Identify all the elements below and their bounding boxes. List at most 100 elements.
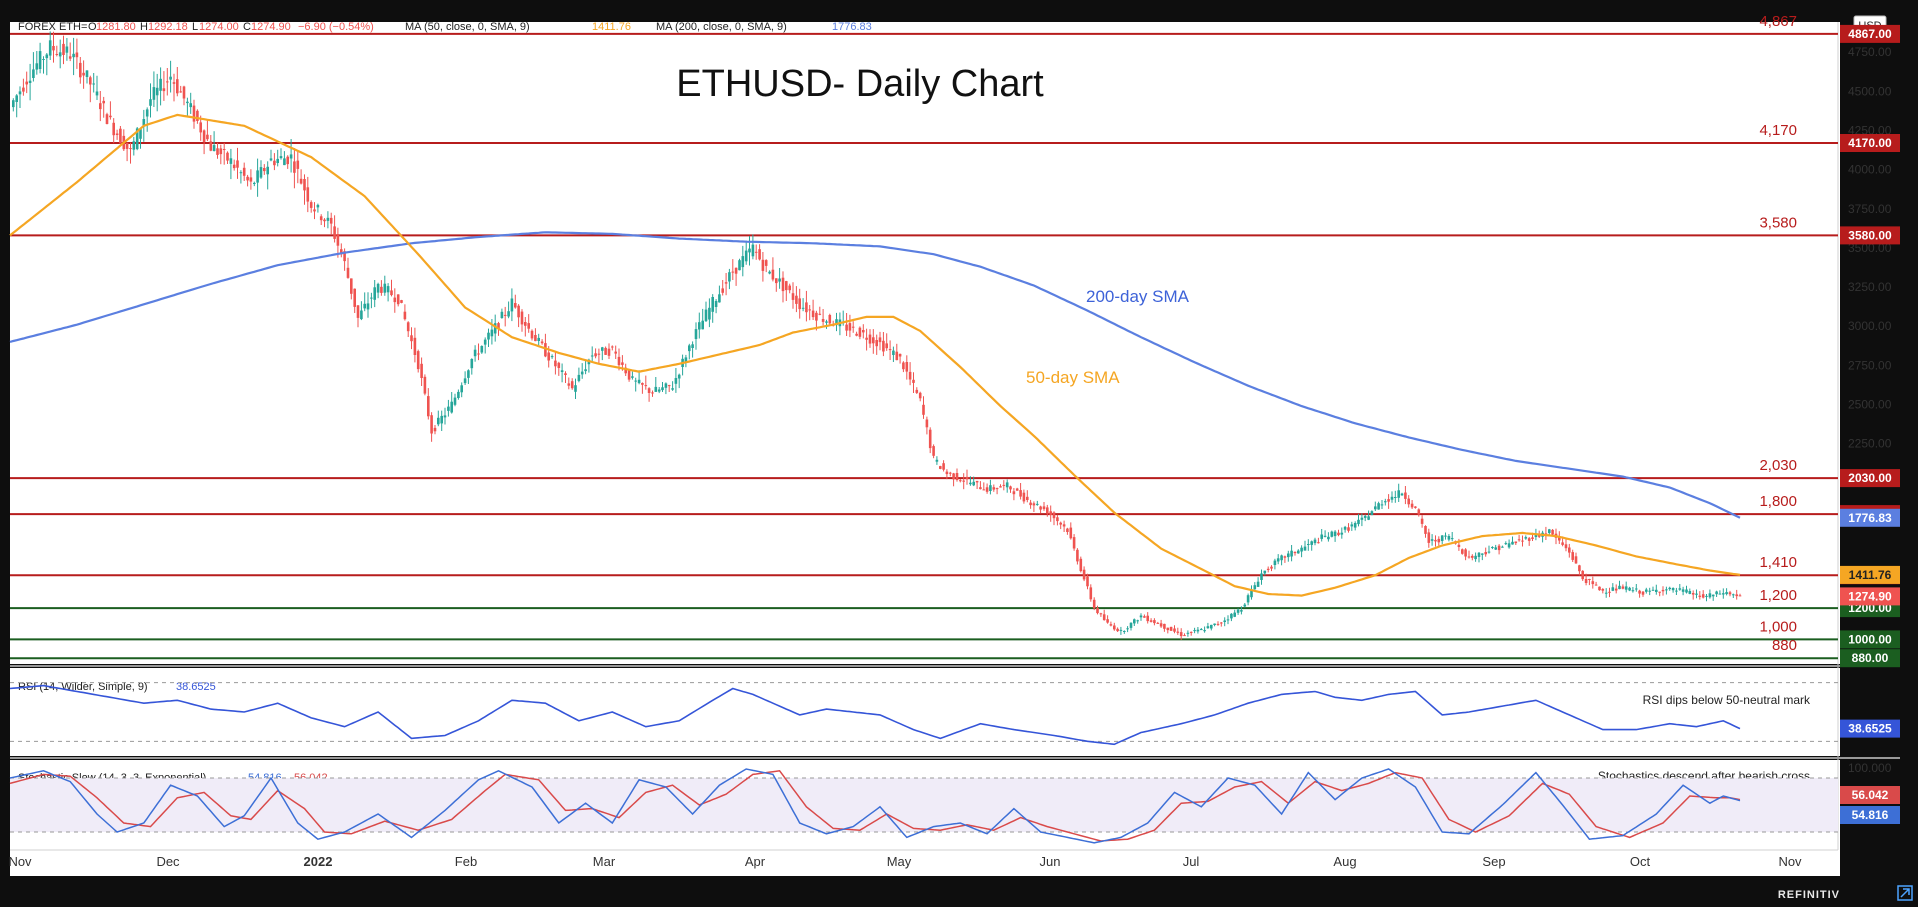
- candle: [1136, 619, 1139, 624]
- ma200-value: 1776.83: [832, 21, 872, 33]
- candle: [1079, 556, 1083, 573]
- candle: [1628, 586, 1631, 592]
- stoch-d-line: [9, 769, 1741, 842]
- candle: [821, 309, 825, 326]
- value-tag-ma200: 1776.83: [1840, 508, 1900, 527]
- candle: [55, 45, 59, 57]
- candle: [514, 294, 517, 309]
- candle: [925, 416, 929, 435]
- candle: [1297, 549, 1300, 554]
- candle: [808, 305, 811, 321]
- candle: [724, 273, 728, 296]
- price-tick-label: 3750.00: [1848, 202, 1892, 216]
- candle: [1276, 554, 1280, 565]
- candle: [661, 382, 664, 392]
- candle: [1738, 593, 1742, 597]
- candle: [885, 333, 888, 351]
- candle: [18, 86, 22, 108]
- high-label: H: [140, 21, 148, 33]
- candle: [785, 280, 788, 301]
- candle: [604, 346, 607, 355]
- candle: [1588, 578, 1591, 586]
- candle: [323, 218, 326, 228]
- candle: [684, 354, 688, 368]
- rsi-panel[interactable]: [10, 668, 1840, 756]
- candle: [721, 280, 724, 296]
- candle: [962, 473, 965, 490]
- candle: [992, 484, 996, 492]
- candle: [708, 298, 711, 328]
- candle: [828, 313, 832, 326]
- candle: [1715, 590, 1718, 597]
- x-tick-label: Oct: [1630, 854, 1651, 869]
- candle: [393, 288, 397, 313]
- rsi-line: [9, 684, 1741, 746]
- svg-text:4867.00: 4867.00: [1848, 27, 1892, 41]
- candle: [788, 283, 791, 294]
- candle: [1106, 615, 1109, 624]
- candle: [989, 479, 992, 495]
- candle: [530, 329, 534, 341]
- open-value: 1281.80: [96, 21, 136, 33]
- candle: [1681, 586, 1685, 596]
- candle: [1621, 584, 1625, 590]
- candle: [932, 444, 935, 459]
- candle: [1002, 480, 1006, 491]
- candle: [1153, 618, 1156, 626]
- candle: [801, 298, 805, 312]
- close-label: C: [243, 21, 251, 33]
- candle: [28, 63, 32, 101]
- x-tick-label: Jun: [1040, 854, 1061, 869]
- candle: [1571, 549, 1574, 562]
- candle: [888, 340, 892, 360]
- candle: [65, 38, 69, 61]
- candle: [15, 94, 18, 118]
- candle: [182, 85, 186, 106]
- level-label: 4,867: [1759, 13, 1797, 30]
- candle: [674, 368, 678, 393]
- level-label: 1,200: [1759, 587, 1797, 604]
- price-tick-label: 2250.00: [1848, 437, 1892, 451]
- candle: [186, 97, 189, 116]
- candle: [1608, 587, 1611, 598]
- svg-text:880.00: 880.00: [1852, 651, 1889, 665]
- candle: [918, 391, 922, 402]
- candle: [179, 85, 182, 93]
- candle: [1099, 612, 1103, 617]
- candle: [995, 487, 999, 495]
- candle: [1052, 511, 1056, 526]
- candle: [882, 332, 885, 357]
- candle: [771, 257, 775, 282]
- candle: [905, 355, 909, 380]
- candle: [1507, 539, 1511, 549]
- candle: [627, 369, 631, 382]
- svg-text:1411.76: 1411.76: [1849, 568, 1892, 582]
- candle: [192, 99, 196, 129]
- candle: [1022, 489, 1026, 504]
- candle: [1497, 544, 1501, 555]
- candle: [1584, 573, 1588, 586]
- candle: [1266, 566, 1270, 573]
- candle: [306, 176, 310, 213]
- price-tick-label: 2500.00: [1848, 398, 1892, 412]
- rsi-value-label: 38.6525: [176, 681, 216, 693]
- candle: [537, 333, 540, 346]
- candle: [1387, 494, 1390, 509]
- candle: [202, 129, 206, 155]
- candle: [1333, 530, 1337, 542]
- candle: [554, 351, 557, 375]
- candle: [761, 252, 765, 282]
- candle: [1350, 521, 1354, 531]
- candle: [607, 343, 611, 359]
- x-tick-label: Apr: [745, 854, 766, 869]
- level-tag: 3580.00: [1840, 226, 1900, 245]
- candle: [1701, 590, 1705, 599]
- price-panel[interactable]: [10, 22, 1840, 664]
- candle: [1253, 582, 1257, 590]
- candle: [701, 308, 704, 330]
- candle: [657, 387, 661, 394]
- candle: [1380, 500, 1384, 509]
- candle: [1179, 628, 1183, 640]
